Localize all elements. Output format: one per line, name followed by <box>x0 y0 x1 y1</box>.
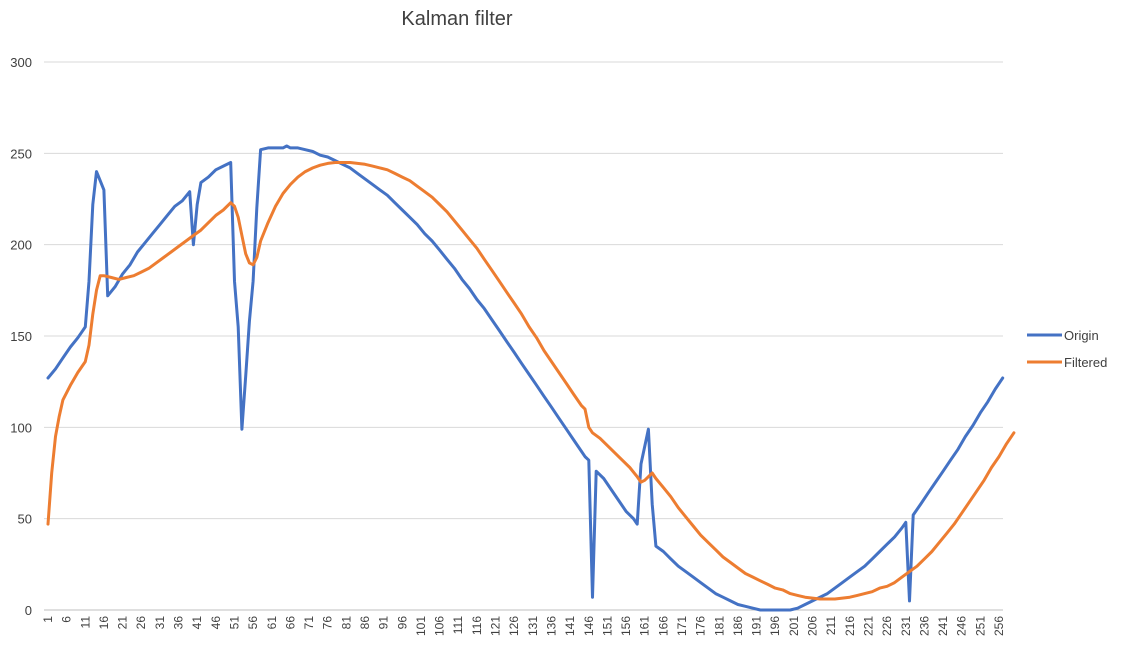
x-tick-label: 111 <box>451 616 465 635</box>
y-tick-label: 300 <box>10 55 32 70</box>
x-tick-label: 141 <box>563 616 577 636</box>
y-tick-label: 50 <box>18 512 32 527</box>
x-tick-label: 186 <box>731 616 745 636</box>
x-tick-label: 151 <box>600 616 614 636</box>
x-tick-label: 41 <box>190 616 204 630</box>
y-tick-label: 150 <box>10 329 32 344</box>
x-tick-label: 116 <box>470 616 484 635</box>
x-tick-label: 166 <box>656 616 670 636</box>
y-tick-label: 100 <box>10 420 32 435</box>
x-tick-label: 191 <box>750 616 764 636</box>
y-axis-tick-labels: 0 50 100 150 200 250 300 <box>10 55 32 618</box>
x-tick-label: 216 <box>843 616 857 636</box>
series-lines <box>46 144 1016 612</box>
x-tick-label: 136 <box>544 616 558 636</box>
x-tick-label: 66 <box>283 616 297 630</box>
x-tick-label: 181 <box>712 616 726 636</box>
x-tick-label: 196 <box>768 616 782 636</box>
x-tick-label: 211 <box>824 616 838 635</box>
gridlines <box>44 61 1003 611</box>
x-tick-label: 16 <box>97 616 111 630</box>
x-tick-label: 201 <box>787 616 801 636</box>
x-tick-label: 51 <box>227 616 241 630</box>
legend-label-origin: Origin <box>1064 328 1099 343</box>
series-line-origin <box>46 144 1005 612</box>
x-tick-label: 221 <box>861 616 875 636</box>
x-tick-label: 251 <box>973 616 987 636</box>
y-tick-label: 250 <box>10 146 32 161</box>
series-line-filtered <box>46 161 1016 601</box>
x-tick-label: 146 <box>582 616 596 636</box>
x-tick-label: 106 <box>433 616 447 636</box>
x-tick-label: 121 <box>489 616 503 636</box>
x-tick-label: 246 <box>955 616 969 636</box>
x-tick-label: 76 <box>321 616 335 630</box>
x-tick-label: 36 <box>172 616 186 630</box>
x-tick-label: 226 <box>880 616 894 636</box>
x-tick-label: 126 <box>507 616 521 636</box>
x-tick-label: 256 <box>992 616 1006 636</box>
x-tick-label: 46 <box>209 616 223 630</box>
x-tick-label: 101 <box>414 616 428 636</box>
x-tick-label: 86 <box>358 616 372 630</box>
x-tick-label: 31 <box>153 616 167 630</box>
x-tick-label: 176 <box>694 616 708 636</box>
legend: Origin Filtered <box>1027 328 1107 370</box>
x-tick-label: 21 <box>116 616 130 630</box>
x-tick-label: 81 <box>339 616 353 630</box>
x-tick-label: 161 <box>638 616 652 636</box>
y-tick-label: 200 <box>10 238 32 253</box>
legend-label-filtered: Filtered <box>1064 355 1107 370</box>
x-axis-tick-labels: 1 6 11 16 21 26 31 36 41 46 51 56 61 66 71 76 81 86 91 96 10… <box>41 616 1006 636</box>
x-tick-label: 61 <box>265 616 279 630</box>
x-tick-label: 91 <box>377 616 391 630</box>
x-tick-label: 96 <box>395 616 409 630</box>
x-tick-label: 236 <box>917 616 931 636</box>
x-tick-label: 231 <box>899 616 913 636</box>
x-tick-label: 56 <box>246 616 260 630</box>
chart-title: Kalman filter <box>401 8 512 30</box>
x-tick-label: 11 <box>78 616 92 629</box>
x-tick-label: 241 <box>936 616 950 636</box>
x-tick-label: 6 <box>60 616 74 623</box>
x-tick-label: 1 <box>41 616 55 623</box>
x-tick-label: 131 <box>526 616 540 636</box>
x-tick-label: 156 <box>619 616 633 636</box>
y-tick-label: 0 <box>25 603 32 618</box>
x-tick-label: 171 <box>675 616 689 636</box>
x-tick-label: 26 <box>134 616 148 630</box>
x-tick-label: 206 <box>806 616 820 636</box>
x-tick-label: 71 <box>302 616 316 630</box>
